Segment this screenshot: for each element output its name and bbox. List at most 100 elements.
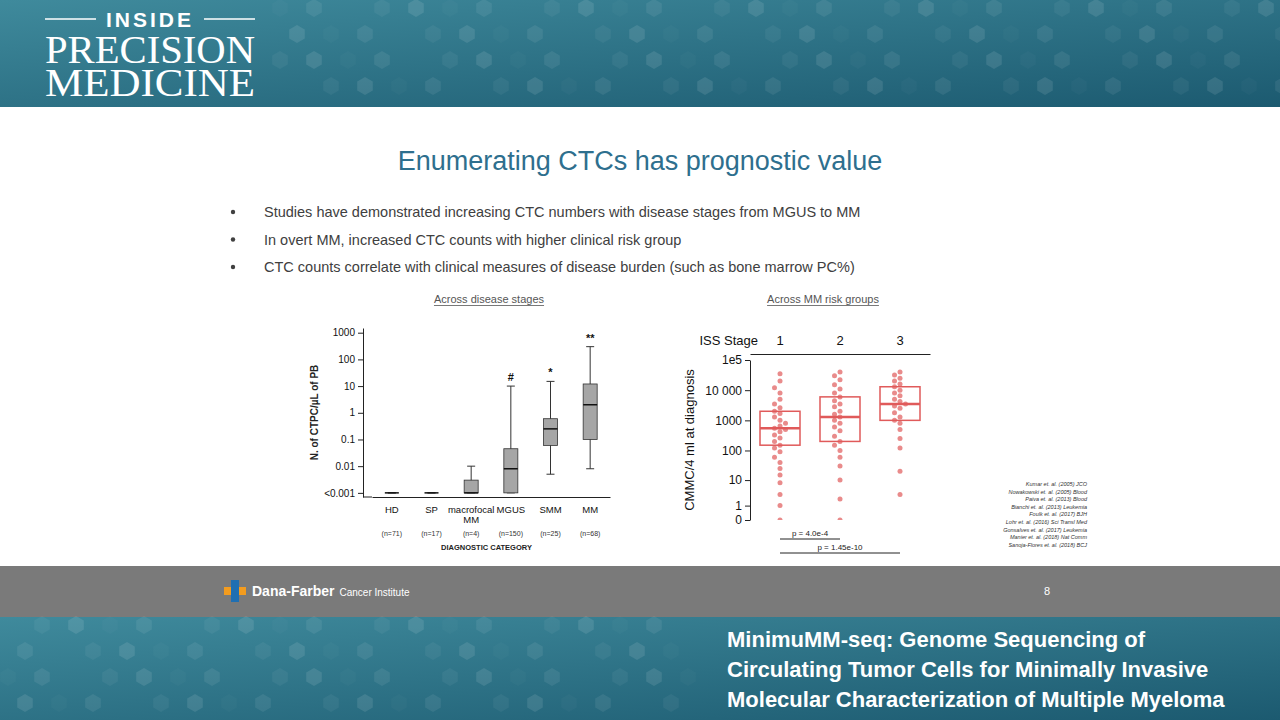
decor-hexagon — [493, 25, 509, 43]
data-point — [898, 376, 903, 381]
whisker-cap — [547, 381, 555, 382]
tick-label: 2 — [836, 333, 843, 348]
box — [820, 397, 860, 442]
tick-label: 10 — [729, 473, 743, 487]
slide-footer-bar — [0, 566, 1280, 617]
decor-hexagon — [510, 51, 526, 69]
tick-mark — [358, 333, 363, 334]
decor-hexagon — [68, 616, 84, 634]
p-value-label: p = 4.0e-4 — [792, 529, 829, 538]
tick-label: MM — [582, 504, 598, 515]
decor-hexagon — [289, 642, 305, 660]
logo-bar — [231, 580, 239, 602]
data-point — [892, 410, 897, 415]
decor-hexagon — [816, 51, 832, 69]
reference: Kumar et. al. (2005) JCO — [1026, 481, 1088, 487]
data-point — [898, 421, 903, 426]
tick-mark — [745, 450, 750, 451]
data-point — [772, 455, 777, 460]
bullet-text: CTC counts correlate with clinical measu… — [264, 259, 855, 275]
decor-hexagon — [272, 0, 288, 17]
brand-rule — [204, 18, 255, 20]
decor-hexagon — [527, 694, 543, 712]
tick: 1 — [735, 499, 750, 513]
data-point — [778, 518, 783, 521]
decor-hexagon — [884, 51, 900, 69]
footer-unit: Cancer Institute — [339, 587, 409, 598]
data-point — [838, 409, 843, 414]
tick-label: HD — [385, 504, 399, 515]
data-point — [898, 492, 903, 497]
decor-hexagon — [646, 668, 662, 686]
box-body — [464, 480, 478, 493]
decor-hexagon — [1190, 51, 1206, 69]
decor-hexagon — [442, 616, 458, 634]
decor-hexagon — [595, 77, 611, 95]
tick: <0.001 — [324, 488, 363, 499]
box — [760, 411, 800, 445]
decor-hexagon — [833, 25, 849, 43]
bullet-dot — [231, 237, 235, 241]
decor-hexagon — [204, 668, 220, 686]
decor-hexagon — [765, 25, 781, 43]
decor-hexagon — [595, 694, 611, 712]
decor-hexagon — [51, 694, 67, 712]
decor-hexagon — [459, 642, 475, 660]
y-axis: 0110100100010 0001e5 — [705, 353, 750, 527]
tick: SP — [425, 497, 438, 515]
tick: 1000 — [333, 327, 363, 338]
decor-hexagon — [204, 616, 220, 634]
box — [583, 347, 597, 469]
box-body — [385, 492, 399, 493]
decor-hexagon — [612, 616, 628, 634]
header-banner — [0, 0, 1280, 107]
bullet-text: Studies have demonstrated increasing CTC… — [264, 204, 860, 220]
data-point — [898, 393, 903, 398]
tick-label: 3 — [896, 333, 903, 348]
data-point — [772, 385, 777, 390]
data-point — [832, 382, 837, 387]
decor-hexagon — [663, 642, 679, 660]
box — [544, 381, 558, 474]
decor-hexagon — [442, 51, 458, 69]
decor-hexagon — [986, 51, 1002, 69]
decor-hexagon — [459, 25, 475, 43]
box — [464, 466, 478, 493]
tick-label: 0.1 — [341, 434, 355, 445]
decor-hexagon — [374, 668, 390, 686]
decor-hexagon — [272, 668, 288, 686]
data-point — [838, 401, 843, 406]
decor-hexagon — [493, 694, 509, 712]
significance-marker: ** — [586, 332, 595, 344]
data-point — [832, 391, 837, 396]
median — [820, 416, 860, 419]
data-point — [772, 446, 777, 451]
data-point — [838, 377, 843, 382]
decor-hexagon — [646, 616, 662, 634]
point-group — [832, 370, 843, 520]
tick-label: 1 — [349, 407, 355, 418]
decor-hexagon — [323, 25, 339, 43]
decor-hexagon — [1173, 25, 1189, 43]
decor-hexagon — [425, 77, 441, 95]
x-axis: HDSPmacrofocalMMMGUSSMMMM — [373, 497, 611, 525]
decor-hexagon — [952, 51, 968, 69]
box-marks — [760, 370, 920, 520]
data-point — [832, 373, 837, 378]
tick-label: 100 — [722, 444, 742, 458]
tick-mark — [745, 420, 750, 421]
comparison-bar — [780, 539, 840, 540]
data-point — [838, 518, 843, 521]
data-point — [838, 428, 843, 433]
decor-hexagon — [476, 51, 492, 69]
data-point — [892, 372, 897, 377]
decor-hexagon — [935, 77, 951, 95]
decor-hexagon — [374, 0, 390, 17]
box-body — [504, 449, 518, 493]
tick: 100 — [722, 444, 750, 458]
caption-line: Molecular Characterization of Multiple M… — [727, 687, 1225, 712]
decor-hexagon — [306, 668, 322, 686]
decor-hexagon — [731, 77, 747, 95]
data-point — [832, 398, 837, 403]
reference: Lohr et. al. (2016) Sci Transl Med — [1006, 519, 1088, 525]
